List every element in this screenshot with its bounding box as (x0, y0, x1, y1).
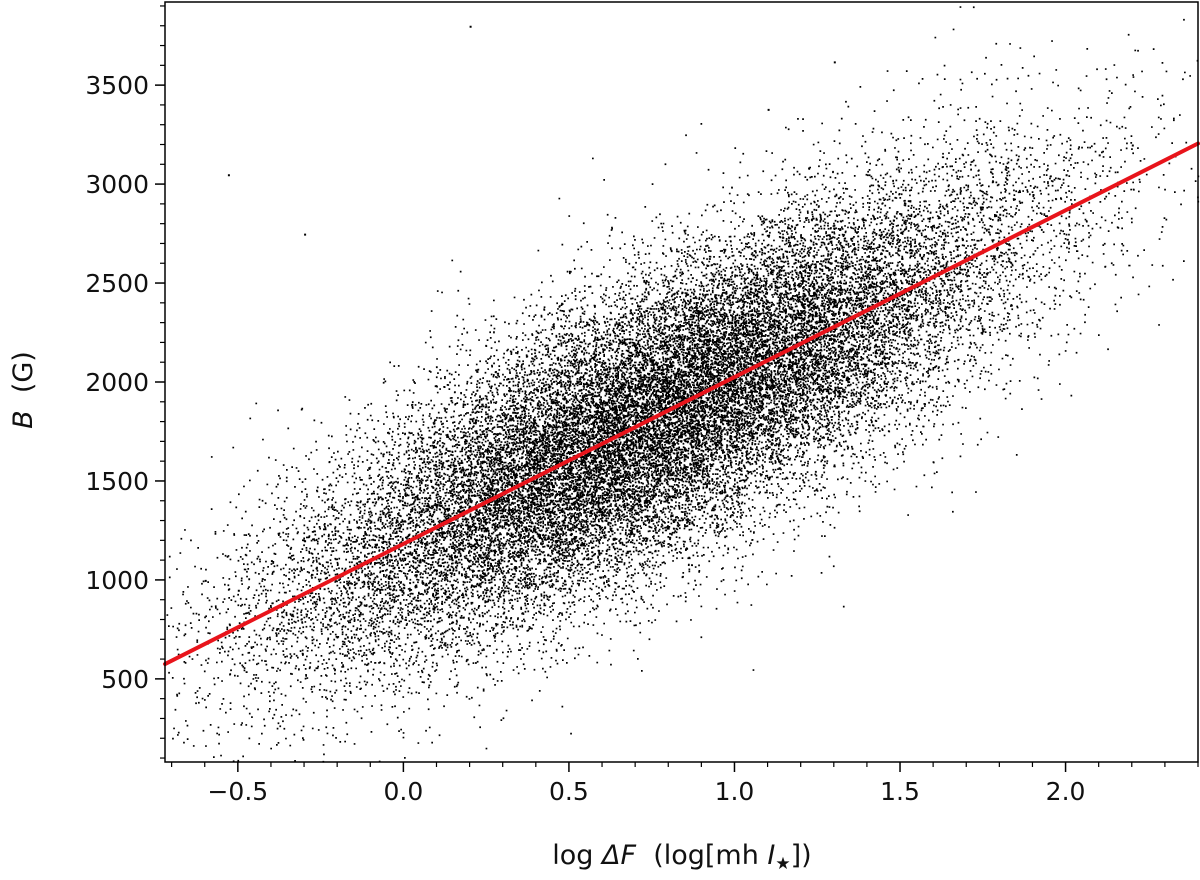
scatter-points (166, 6, 1200, 763)
x-tick-label: 1.0 (715, 777, 755, 806)
y-axis-label: B (G) (8, 351, 39, 429)
y-tick-label: 1500 (85, 467, 149, 496)
x-label-units-open: (log[mh (636, 840, 767, 871)
x-tick-label: 1.5 (880, 777, 920, 806)
x-label-symbol: ΔF (600, 840, 636, 871)
y-tick-label: 2500 (85, 269, 149, 298)
scatter-point-cloud (166, 6, 1200, 763)
y-tick-label: 3000 (85, 170, 149, 199)
y-label-symbol: B (8, 410, 39, 429)
x-label-units-symbol: I (767, 840, 775, 871)
x-tick-label: 0.0 (384, 777, 424, 806)
x-label-prefix: log (552, 840, 602, 871)
fit-line (163, 141, 1200, 667)
x-axis-ticks: −0.5 0.0 0.5 1.0 1.5 2.0 (171, 762, 1199, 806)
x-tick-label: 0.5 (549, 777, 589, 806)
x-tick-label: 2.0 (1046, 777, 1086, 806)
y-tick-label: 500 (101, 665, 149, 694)
x-label-units-close: ]) (791, 840, 812, 871)
y-tick-label: 3500 (85, 71, 149, 100)
y-label-units: (G) (8, 351, 39, 410)
y-tick-label: 1000 (85, 566, 149, 595)
y-tick-label: 2000 (85, 368, 149, 397)
x-label-units-sub: ★ (775, 854, 790, 874)
x-axis-label: log ΔF (log[mh I★]) (552, 840, 811, 874)
y-axis-ticks: 500 1000 1500 2000 2500 3000 3500 (85, 5, 165, 759)
x-tick-label: −0.5 (207, 777, 268, 806)
